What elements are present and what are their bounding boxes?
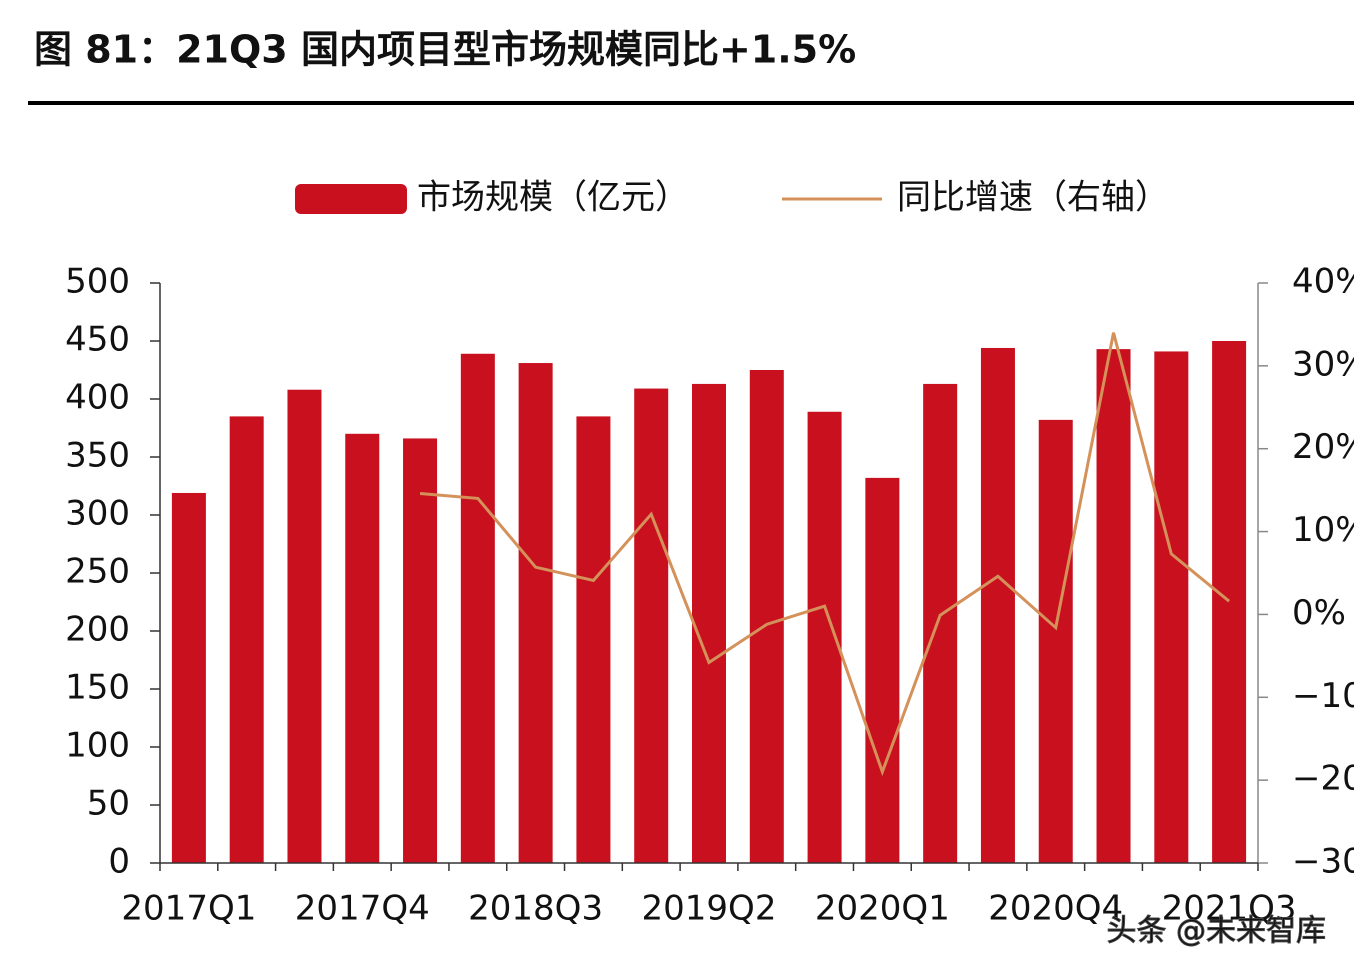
y2-tick-label: −10% — [1292, 676, 1354, 716]
y-tick-label: 400 — [65, 378, 130, 418]
bar — [1212, 341, 1247, 863]
bar — [460, 353, 495, 863]
y-tick-label: 100 — [65, 726, 130, 766]
y2-tick-label: −30% — [1292, 842, 1354, 882]
bar — [1096, 349, 1131, 863]
bar — [1154, 351, 1189, 863]
y-tick-label: 300 — [65, 494, 130, 534]
bar — [1038, 419, 1073, 863]
bar — [403, 438, 438, 863]
y-tick-label: 0 — [108, 842, 130, 882]
bar — [576, 416, 611, 863]
x-tick-label: 2021Q3 — [1162, 889, 1297, 929]
bar — [865, 477, 900, 863]
line — [419, 332, 1231, 777]
x-tick-label: 2017Q1 — [121, 889, 256, 929]
y-tick-label: 500 — [65, 262, 130, 302]
x-tick-label: 2020Q4 — [988, 889, 1123, 929]
bar — [634, 388, 669, 863]
chart-title: 图 81：21Q3 国内项目型市场规模同比+1.5% — [34, 28, 856, 72]
y-tick-label: 150 — [65, 668, 130, 708]
bar — [923, 383, 958, 863]
bar — [345, 433, 380, 863]
bar — [518, 363, 553, 863]
legend-label: 市场规模（亿元） — [417, 178, 689, 218]
x-tick-label: 2017Q4 — [295, 889, 430, 929]
y-tick-label: 450 — [65, 320, 130, 360]
y2-tick-label: 20% — [1292, 427, 1354, 467]
y2-tick-label: −20% — [1292, 759, 1354, 799]
y2-tick-label: 0% — [1292, 593, 1346, 633]
bar — [749, 370, 784, 863]
legend-swatch — [295, 184, 407, 214]
bar — [287, 389, 322, 863]
watermark: 头条 @未来智库 — [1106, 914, 1326, 949]
y-tick-label: 350 — [65, 436, 130, 476]
y2-tick-label: 40% — [1292, 262, 1354, 302]
bar — [692, 383, 726, 863]
bar — [229, 416, 264, 863]
y2-tick-label: 30% — [1292, 344, 1354, 384]
x-tick-label: 2019Q2 — [642, 889, 777, 929]
y-tick-label: 50 — [87, 784, 130, 824]
y-tick-label: 250 — [65, 552, 130, 592]
y2-tick-label: 10% — [1292, 510, 1354, 550]
x-tick-label: 2020Q1 — [815, 889, 950, 929]
legend-label: 同比增速（右轴） — [897, 178, 1169, 218]
x-tick-label: 2018Q3 — [468, 889, 603, 929]
y-tick-label: 200 — [65, 610, 130, 650]
bar — [171, 492, 206, 863]
bar — [980, 347, 1015, 864]
